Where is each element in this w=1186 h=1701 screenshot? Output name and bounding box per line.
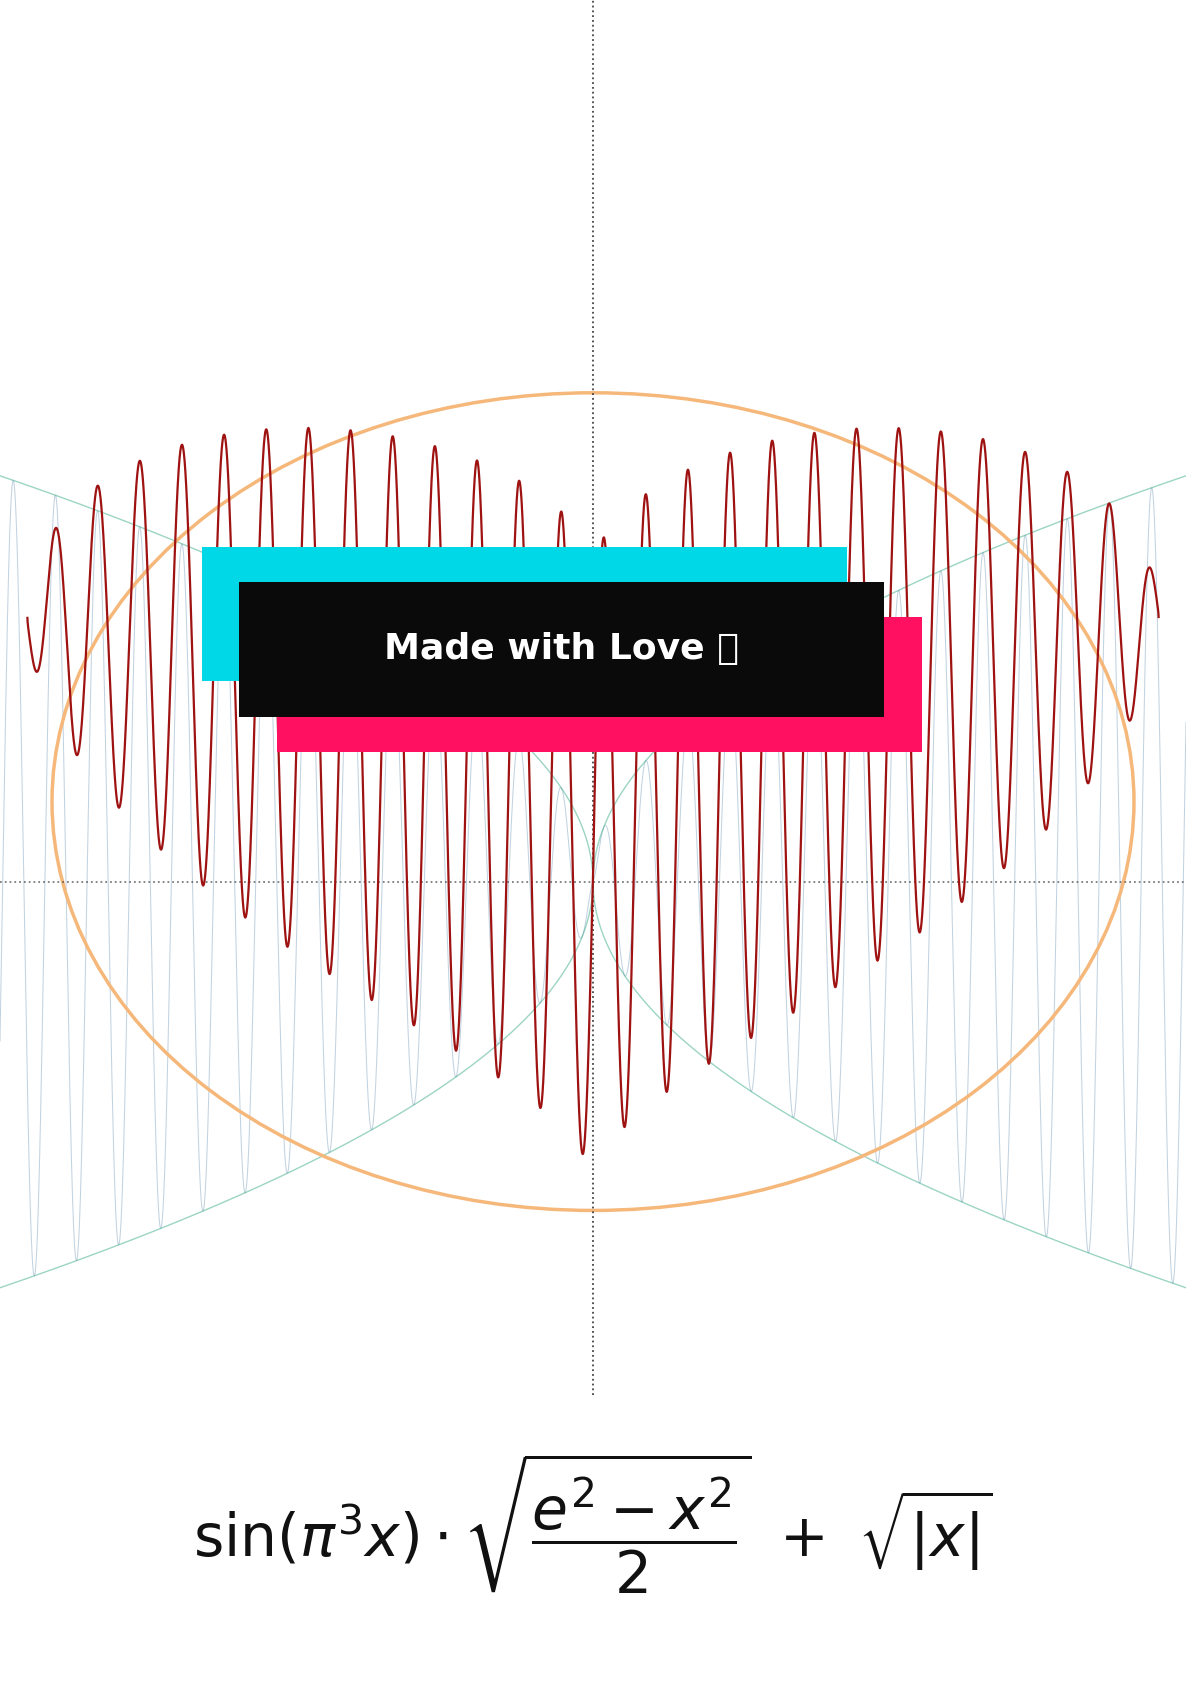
Bar: [240, 582, 885, 716]
Bar: [276, 617, 922, 752]
Bar: [202, 546, 847, 682]
Text: Made with Love 💕: Made with Love 💕: [384, 633, 739, 667]
Text: $\sin\!\left(\pi^3 x\right)\cdot\sqrt{\dfrac{e^2-x^2}{2}}\ +\ \sqrt{|x|}$: $\sin\!\left(\pi^3 x\right)\cdot\sqrt{\d…: [193, 1451, 993, 1596]
